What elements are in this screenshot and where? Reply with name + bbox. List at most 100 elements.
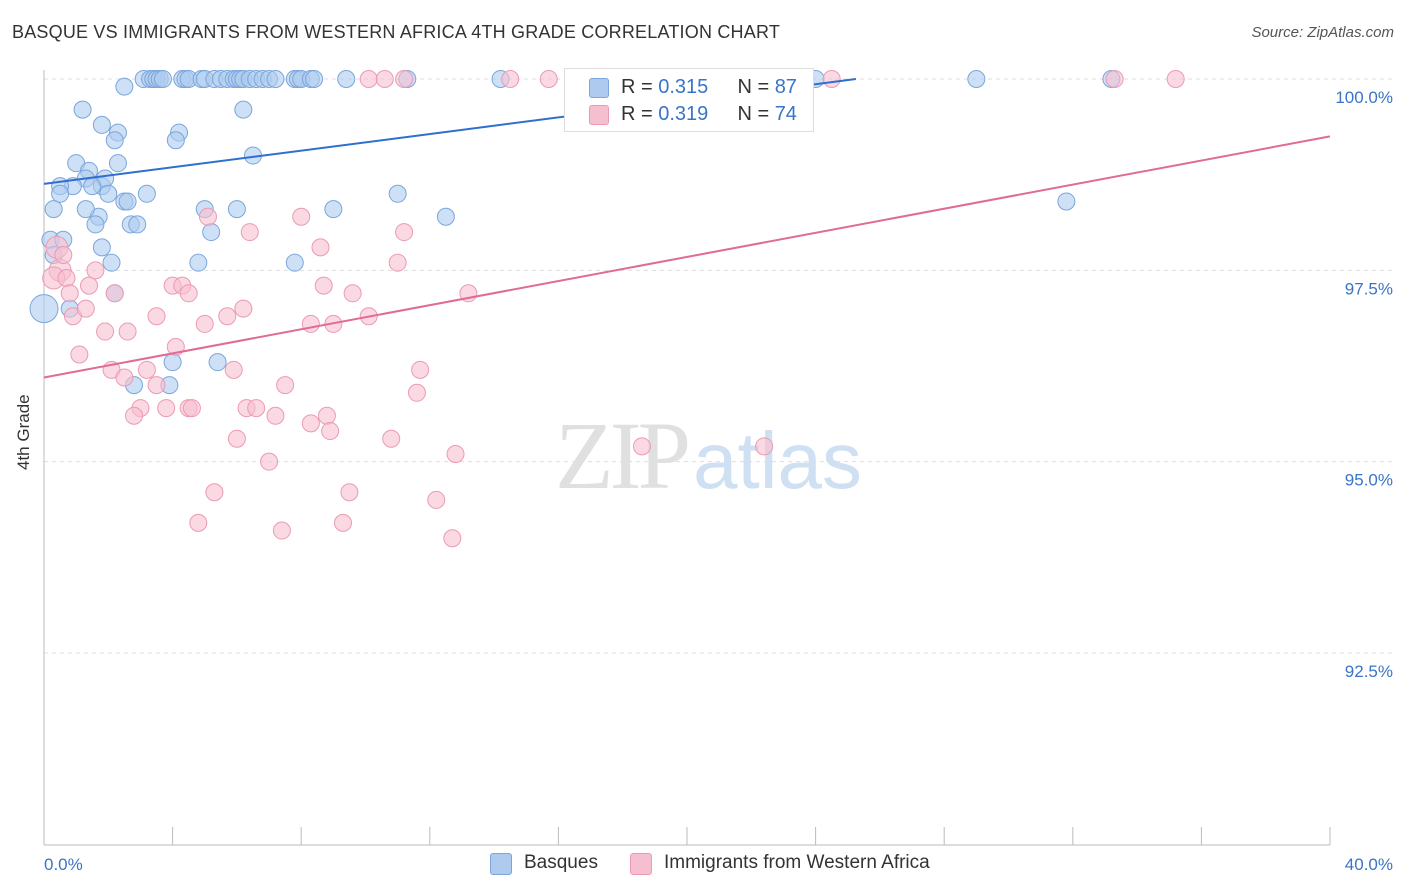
basques-point bbox=[266, 70, 285, 88]
correlation-legend: R = 0.315 N = 87 R = 0.319 N = 74 bbox=[564, 68, 814, 132]
immigrants-point bbox=[260, 452, 279, 471]
immigrants-point bbox=[70, 345, 89, 364]
immigrants-point bbox=[382, 429, 401, 448]
immigrants-point bbox=[227, 429, 246, 448]
immigrants-point bbox=[340, 483, 359, 502]
basques-point bbox=[51, 184, 70, 203]
basques-point bbox=[76, 200, 95, 219]
immigrants-point bbox=[411, 360, 430, 379]
immigrants-point bbox=[195, 314, 214, 333]
chart-title: BASQUE VS IMMIGRANTS FROM WESTERN AFRICA… bbox=[12, 22, 781, 42]
y-tick-label: 100.0% bbox=[1335, 88, 1393, 107]
bottom-legend-swatch-pink bbox=[630, 853, 652, 875]
immigrants-point bbox=[301, 414, 320, 433]
basques-point bbox=[234, 100, 253, 119]
immigrants-point bbox=[125, 406, 144, 425]
immigrants-point bbox=[407, 383, 426, 402]
y-tick-label: 92.5% bbox=[1345, 662, 1393, 681]
immigrants-point bbox=[182, 399, 201, 418]
y-tick-label: 97.5% bbox=[1345, 279, 1393, 298]
immigrants-point bbox=[96, 322, 115, 341]
immigrants-point bbox=[224, 360, 243, 379]
source-text: Source: ZipAtlas.com bbox=[1251, 24, 1394, 41]
immigrants-point bbox=[317, 406, 336, 425]
legend-n-label: N = bbox=[737, 76, 775, 98]
immigrants-trend-line bbox=[43, 135, 1331, 379]
basques-point bbox=[227, 200, 246, 219]
bottom-legend-label: Immigrants from Western Africa bbox=[664, 852, 930, 873]
immigrants-point bbox=[57, 268, 76, 287]
basques-point bbox=[92, 238, 111, 257]
immigrants-point bbox=[137, 360, 156, 379]
basques-point bbox=[202, 223, 221, 242]
immigrants-point bbox=[501, 70, 520, 88]
basques-point bbox=[163, 353, 182, 372]
immigrants-point bbox=[321, 422, 340, 441]
immigrants-point bbox=[189, 513, 208, 532]
basques-point bbox=[73, 100, 92, 119]
immigrants-point bbox=[446, 445, 465, 464]
immigrants-point bbox=[105, 284, 124, 303]
basques-point bbox=[137, 184, 156, 203]
immigrants-point bbox=[115, 368, 134, 387]
basques-point bbox=[29, 294, 59, 324]
basques-point bbox=[337, 70, 356, 88]
basques-point bbox=[1057, 192, 1076, 211]
basques-point bbox=[128, 215, 147, 234]
immigrants-point bbox=[60, 284, 79, 303]
immigrants-point bbox=[1166, 70, 1185, 88]
immigrants-point bbox=[311, 238, 330, 257]
legend-r-value: 0.319 bbox=[658, 103, 709, 125]
legend-n-value: 74 bbox=[774, 103, 797, 125]
immigrants-point bbox=[388, 253, 407, 272]
basques-point bbox=[102, 253, 121, 272]
immigrants-point bbox=[427, 490, 446, 509]
immigrants-point bbox=[272, 521, 291, 540]
basques-point bbox=[967, 70, 986, 88]
basques-point bbox=[105, 131, 124, 150]
immigrants-point bbox=[76, 299, 95, 318]
immigrants-point bbox=[205, 483, 224, 502]
legend-n-value: 87 bbox=[774, 76, 797, 98]
immigrants-point bbox=[157, 399, 176, 418]
basques-point bbox=[92, 115, 111, 134]
basques-point bbox=[189, 253, 208, 272]
legend-r-value: 0.315 bbox=[658, 76, 709, 98]
immigrants-point bbox=[198, 207, 217, 226]
immigrants-point bbox=[301, 314, 320, 333]
immigrants-point bbox=[80, 276, 99, 295]
basques-point bbox=[44, 200, 63, 219]
immigrants-point bbox=[147, 376, 166, 395]
immigrants-point bbox=[86, 261, 105, 280]
immigrants-point bbox=[395, 70, 414, 88]
basques-point bbox=[166, 131, 185, 150]
immigrants-point bbox=[266, 406, 285, 425]
legend-swatch-pink bbox=[589, 105, 609, 125]
immigrants-point bbox=[359, 70, 378, 88]
immigrants-point bbox=[632, 437, 651, 456]
basques-point bbox=[285, 253, 304, 272]
immigrants-point bbox=[54, 246, 73, 265]
legend-r-label: R = bbox=[621, 103, 659, 125]
basques-point bbox=[83, 177, 102, 196]
immigrants-point bbox=[240, 223, 259, 242]
basques-point bbox=[99, 184, 118, 203]
legend-swatch-blue bbox=[589, 78, 609, 98]
immigrants-point bbox=[443, 529, 462, 548]
y-tick-label: 95.0% bbox=[1345, 471, 1393, 490]
immigrants-point bbox=[276, 376, 295, 395]
immigrants-point bbox=[375, 70, 394, 88]
immigrants-point bbox=[755, 437, 774, 456]
immigrants-point bbox=[292, 207, 311, 226]
basques-point bbox=[86, 215, 105, 234]
bottom-legend-swatch-blue bbox=[490, 853, 512, 875]
basques-point bbox=[153, 70, 172, 88]
watermark: ZIPatlas bbox=[555, 400, 862, 511]
immigrants-point bbox=[343, 284, 362, 303]
basques-point bbox=[118, 192, 137, 211]
immigrants-point bbox=[118, 322, 137, 341]
immigrants-point bbox=[234, 299, 253, 318]
bottom-legend-label: Basques bbox=[524, 852, 598, 873]
legend-r-label: R = bbox=[621, 76, 659, 98]
